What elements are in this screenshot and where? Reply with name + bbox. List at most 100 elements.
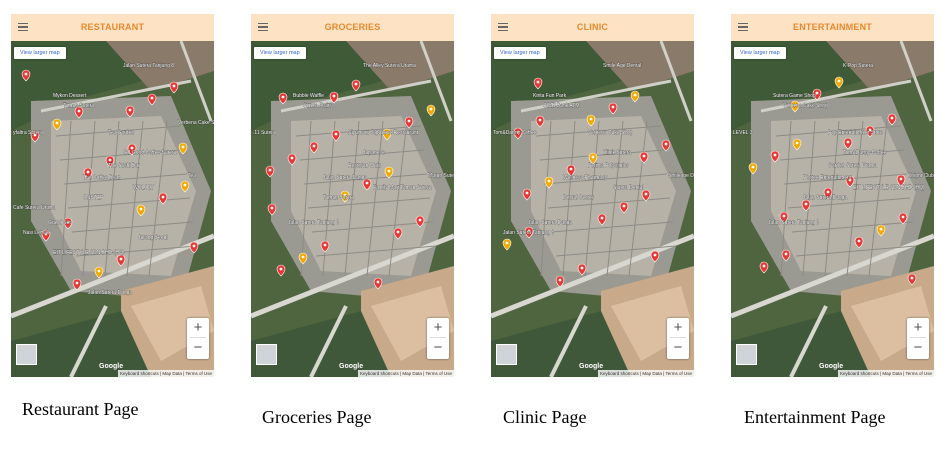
map-marker-icon[interactable]: [30, 130, 40, 143]
map-marker-icon[interactable]: [72, 278, 82, 291]
menu-icon[interactable]: [258, 23, 268, 32]
map-marker-icon[interactable]: [588, 152, 598, 165]
map-marker-icon[interactable]: [896, 174, 906, 187]
map-marker-icon[interactable]: [907, 273, 917, 286]
map-view[interactable]: Sutera Game Shop Verbena Cake Shop Pop Ent…: [731, 41, 934, 377]
map-marker-icon[interactable]: [267, 203, 277, 216]
map-marker-icon[interactable]: [276, 264, 286, 277]
map-marker-icon[interactable]: [287, 153, 297, 166]
map-marker-icon[interactable]: [384, 166, 394, 179]
map-marker-icon[interactable]: [887, 113, 897, 126]
map-marker-icon[interactable]: [180, 180, 190, 193]
map-marker-icon[interactable]: [83, 167, 93, 180]
zoom-out-button[interactable]: −: [433, 339, 443, 356]
map-marker-icon[interactable]: [329, 91, 339, 104]
map-marker-icon[interactable]: [533, 77, 543, 90]
map-marker-icon[interactable]: [608, 102, 618, 115]
map-marker-icon[interactable]: [597, 213, 607, 226]
map-marker-icon[interactable]: [650, 250, 660, 263]
map-marker-icon[interactable]: [105, 155, 115, 168]
map-marker-icon[interactable]: [351, 79, 361, 92]
map-marker-icon[interactable]: [426, 104, 436, 117]
view-larger-map-link[interactable]: View larger map: [254, 47, 306, 59]
map-marker-icon[interactable]: [340, 190, 350, 203]
map-marker-icon[interactable]: [792, 138, 802, 151]
map-marker-icon[interactable]: [169, 81, 179, 94]
map-marker-icon[interactable]: [639, 151, 649, 164]
map-marker-icon[interactable]: [522, 188, 532, 201]
view-larger-map-link[interactable]: View larger map: [14, 47, 66, 59]
map-marker-icon[interactable]: [781, 249, 791, 262]
map-marker-icon[interactable]: [577, 263, 587, 276]
map-attribution[interactable]: Keyboard shortcuts | Map Data | Terms of…: [837, 370, 934, 377]
map-marker-icon[interactable]: [502, 238, 512, 251]
map-marker-icon[interactable]: [362, 178, 372, 191]
map-marker-icon[interactable]: [373, 277, 383, 290]
map-marker-icon[interactable]: [278, 92, 288, 105]
map-marker-icon[interactable]: [801, 199, 811, 212]
menu-icon[interactable]: [738, 23, 748, 32]
map-marker-icon[interactable]: [524, 226, 534, 239]
zoom-in-button[interactable]: +: [673, 319, 683, 336]
zoom-in-button[interactable]: +: [433, 319, 443, 336]
map-marker-icon[interactable]: [127, 143, 137, 156]
map-marker-icon[interactable]: [52, 118, 62, 131]
map-marker-icon[interactable]: [94, 266, 104, 279]
map-marker-icon[interactable]: [834, 76, 844, 89]
map-type-toggle[interactable]: [736, 344, 757, 365]
map-marker-icon[interactable]: [544, 176, 554, 189]
zoom-out-button[interactable]: −: [193, 339, 203, 356]
map-marker-icon[interactable]: [770, 150, 780, 163]
map-marker-icon[interactable]: [147, 93, 157, 106]
menu-icon[interactable]: [498, 23, 508, 32]
zoom-out-button[interactable]: −: [913, 339, 923, 356]
map-marker-icon[interactable]: [535, 115, 545, 128]
map-type-toggle[interactable]: [256, 344, 277, 365]
map-marker-icon[interactable]: [876, 224, 886, 237]
map-marker-icon[interactable]: [178, 142, 188, 155]
map-view[interactable]: Kinta Fun Park CIMB Bank ATM Verbena Cake …: [491, 41, 694, 377]
map-marker-icon[interactable]: [812, 88, 822, 101]
map-marker-icon[interactable]: [619, 201, 629, 214]
map-marker-icon[interactable]: [41, 229, 51, 242]
map-marker-icon[interactable]: [843, 137, 853, 150]
zoom-in-button[interactable]: +: [193, 319, 203, 336]
map-marker-icon[interactable]: [415, 215, 425, 228]
map-marker-icon[interactable]: [158, 192, 168, 205]
map-view[interactable]: Bubble Waffle Sutera Fruits Niyumatu Japan…: [251, 41, 454, 377]
map-marker-icon[interactable]: [555, 275, 565, 288]
map-marker-icon[interactable]: [845, 175, 855, 188]
map-marker-icon[interactable]: [630, 90, 640, 103]
map-type-toggle[interactable]: [16, 344, 37, 365]
map-type-toggle[interactable]: [496, 344, 517, 365]
map-marker-icon[interactable]: [790, 100, 800, 113]
map-marker-icon[interactable]: [382, 128, 392, 141]
map-marker-icon[interactable]: [116, 254, 126, 267]
map-marker-icon[interactable]: [748, 162, 758, 175]
map-marker-icon[interactable]: [393, 227, 403, 240]
map-marker-icon[interactable]: [898, 212, 908, 225]
map-marker-icon[interactable]: [320, 240, 330, 253]
map-attribution[interactable]: Keyboard shortcuts | Map Data | Terms of…: [357, 370, 454, 377]
map-marker-icon[interactable]: [404, 116, 414, 129]
map-marker-icon[interactable]: [189, 241, 199, 254]
map-marker-icon[interactable]: [566, 164, 576, 177]
map-marker-icon[interactable]: [854, 236, 864, 249]
zoom-in-button[interactable]: +: [913, 319, 923, 336]
map-marker-icon[interactable]: [21, 69, 31, 82]
map-marker-icon[interactable]: [309, 141, 319, 154]
map-marker-icon[interactable]: [779, 211, 789, 224]
map-view[interactable]: Mykon Dessert Taman Sutera Tea Garden GC Go…: [11, 41, 214, 377]
map-marker-icon[interactable]: [125, 105, 135, 118]
map-marker-icon[interactable]: [298, 252, 308, 265]
zoom-out-button[interactable]: −: [673, 339, 683, 356]
map-marker-icon[interactable]: [513, 127, 523, 140]
menu-icon[interactable]: [18, 23, 28, 32]
map-attribution[interactable]: Keyboard shortcuts | Map Data | Terms of…: [117, 370, 214, 377]
map-marker-icon[interactable]: [865, 125, 875, 138]
map-marker-icon[interactable]: [136, 204, 146, 217]
map-marker-icon[interactable]: [331, 129, 341, 142]
map-attribution[interactable]: Keyboard shortcuts | Map Data | Terms of…: [597, 370, 694, 377]
map-marker-icon[interactable]: [641, 189, 651, 202]
map-marker-icon[interactable]: [265, 165, 275, 178]
